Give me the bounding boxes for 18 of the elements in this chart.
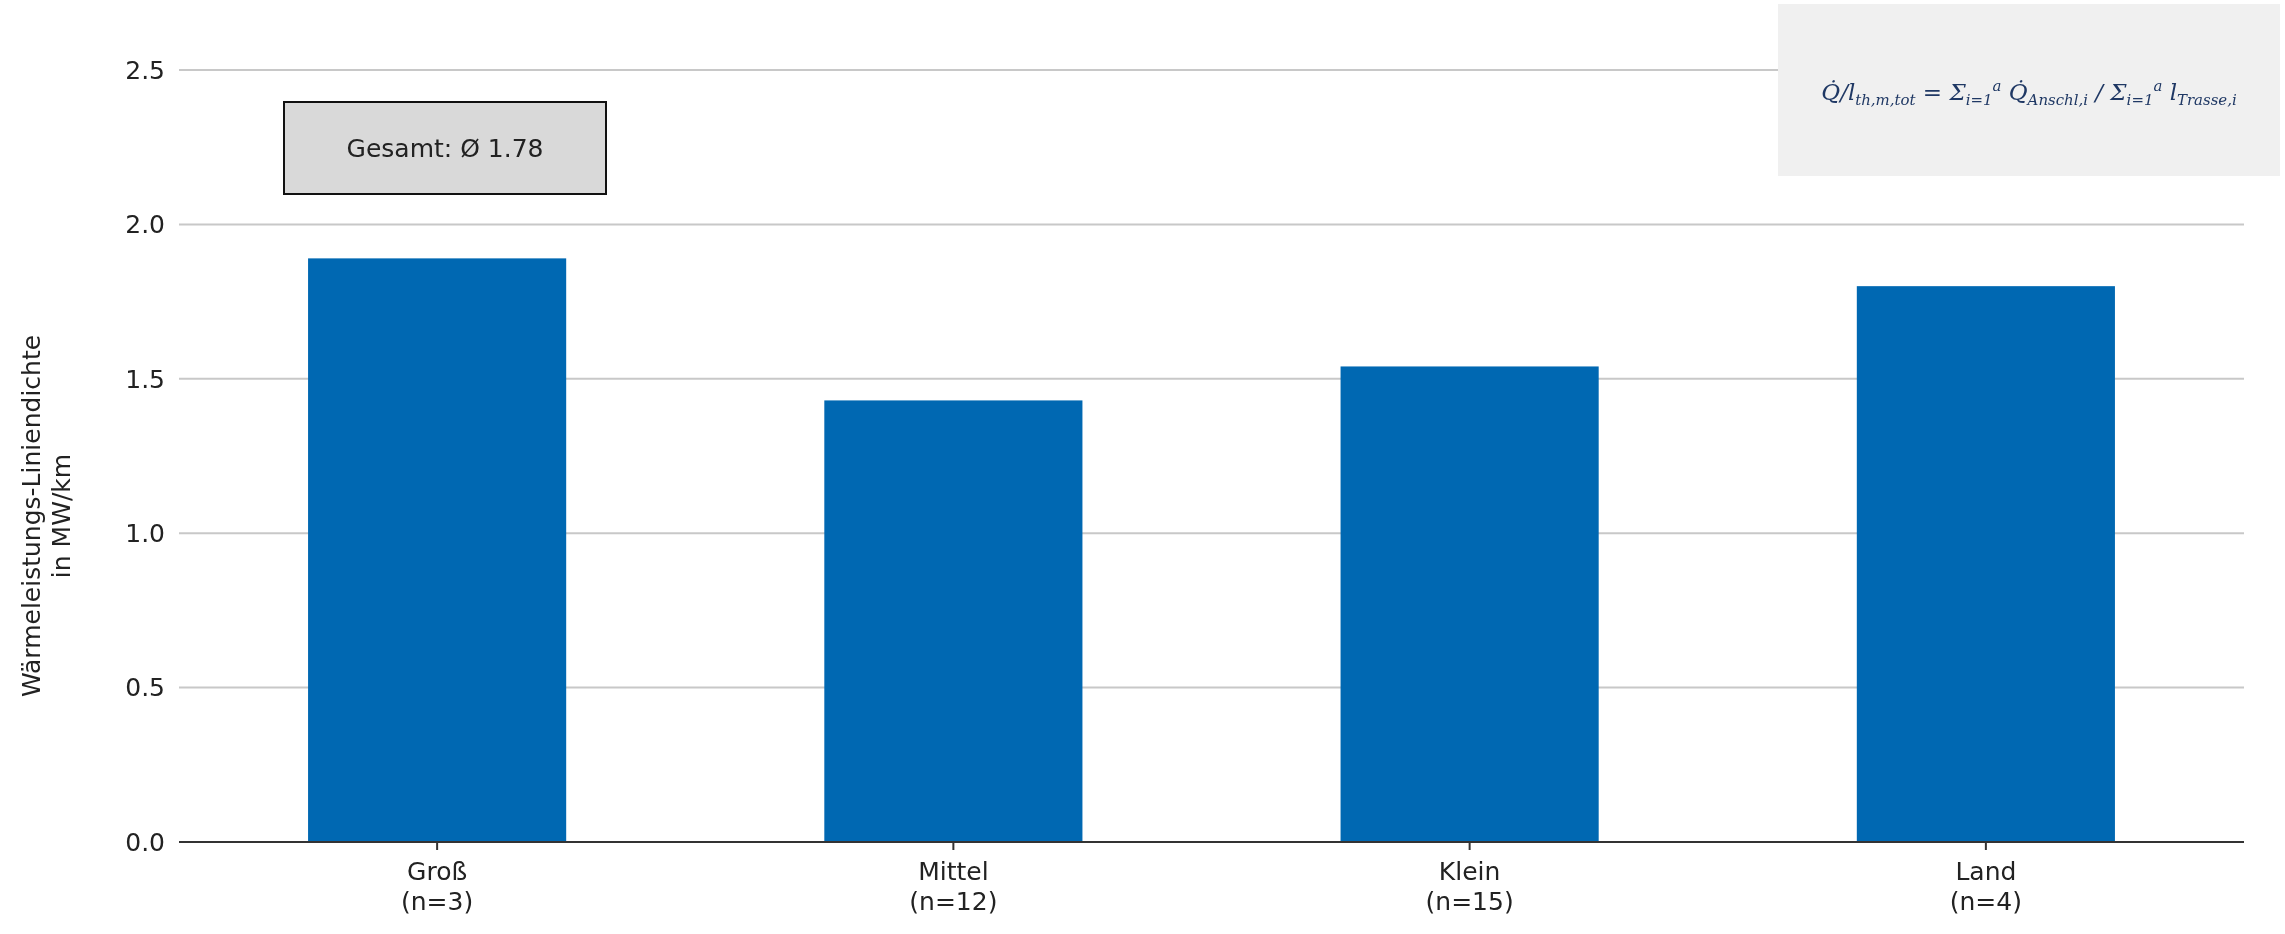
note-box: Gesamt: Ø 1.78 xyxy=(283,101,607,195)
y-axis-title: Wärmeleistungs-Liniendichte in MW/km xyxy=(17,334,76,698)
bar xyxy=(1340,366,1599,842)
bar xyxy=(308,258,567,842)
y-tick-label: 1.5 xyxy=(125,364,165,394)
x-tick-label: Klein (n=15) xyxy=(1425,857,1514,916)
y-tick-label: 2.0 xyxy=(125,210,165,240)
annotation: Gesamt: Ø 1.78 xyxy=(346,133,544,163)
x-tick-label: Land (n=4) xyxy=(1949,857,2022,916)
y-tick-label: 1.0 xyxy=(125,518,165,548)
bar xyxy=(824,400,1083,842)
bar xyxy=(1856,286,2115,842)
y-tick-label: 0.5 xyxy=(125,673,165,703)
x-tick-label: Mittel (n=12) xyxy=(909,857,998,916)
formula-box: Q̇/l$_{th,m,tot}$ = Σ$_{i=1}$$^{a}$ Q̇$_{Anschl,i}$ / Σ$_{i=1}$$^{a}$ l$_{Trasse,i}$ xyxy=(1778,4,2280,176)
x-tick-label: Groß (n=3) xyxy=(401,857,474,916)
y-tick-label: 0.0 xyxy=(125,827,165,857)
y-tick-label: 2.5 xyxy=(125,55,165,85)
